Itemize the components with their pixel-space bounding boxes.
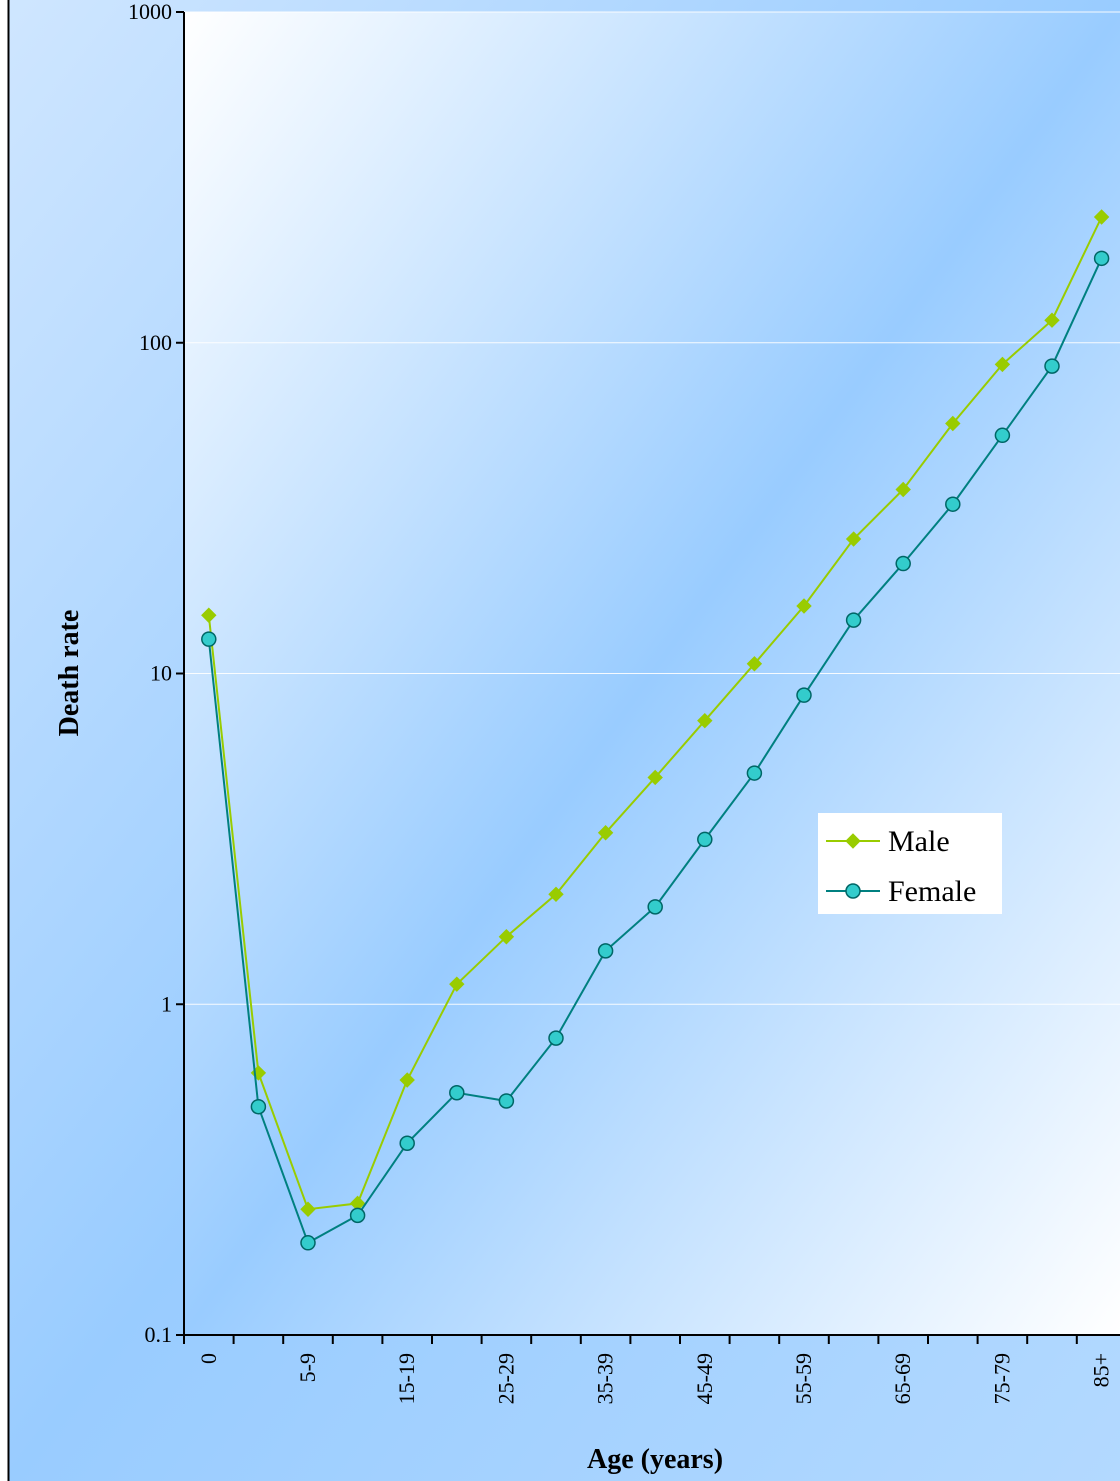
series-layer	[201, 209, 1110, 1251]
x-tick-label: 15-19	[394, 1353, 419, 1404]
legend-male-label: Male	[888, 825, 950, 858]
x-axis-title: Age (years)	[587, 1444, 723, 1475]
data-point-male	[1093, 209, 1110, 225]
data-point-female	[201, 631, 217, 647]
data-point-female	[250, 1098, 267, 1115]
x-tick-label: 45-49	[692, 1353, 717, 1404]
axes	[176, 11, 1120, 1344]
data-point-male	[597, 825, 614, 841]
series-female	[201, 250, 1110, 1251]
data-point-female	[1093, 250, 1110, 267]
data-point-female	[1044, 358, 1060, 374]
data-point-female	[647, 899, 663, 915]
legend-female-label: Female	[888, 875, 976, 908]
legend-item-male: Male	[826, 825, 950, 858]
series-male	[201, 209, 1110, 1217]
data-point-male	[845, 531, 862, 547]
data-point-male	[647, 769, 663, 786]
x-tick-label: 25-29	[493, 1353, 518, 1404]
data-point-male	[201, 607, 217, 623]
y-tick-label: 10	[150, 661, 172, 686]
data-point-female	[449, 1085, 465, 1101]
data-point-male	[1044, 312, 1060, 328]
data-point-male	[697, 712, 713, 729]
y-tick-labels: 0.1 1 10 100 1000	[128, 0, 172, 1347]
data-point-female	[399, 1135, 415, 1151]
legend-item-female: Female	[826, 875, 976, 908]
x-tick-label: 85+	[1089, 1353, 1114, 1387]
data-point-male	[746, 656, 763, 672]
data-point-female	[597, 943, 614, 959]
legend: Male Female	[818, 813, 1002, 914]
gridlines	[184, 11, 1120, 1005]
data-point-female	[300, 1235, 316, 1251]
x-tick-label: 0	[196, 1353, 221, 1364]
legend-female-marker	[845, 883, 861, 899]
x-tick-label: 75-79	[989, 1353, 1014, 1404]
y-tick-label: 100	[139, 330, 172, 355]
data-point-female	[845, 612, 862, 628]
x-tick-label: 35-39	[593, 1353, 618, 1404]
data-point-male	[399, 1072, 415, 1088]
data-point-female	[994, 427, 1011, 444]
x-tick-label: 65-69	[890, 1353, 915, 1404]
x-tick-label: 5-9	[295, 1353, 320, 1382]
legend-male-marker	[845, 833, 861, 849]
y-tick-label: 1000	[128, 0, 172, 24]
data-point-male	[945, 415, 961, 432]
data-point-female	[548, 1030, 564, 1046]
y-tick-label: 1	[161, 991, 172, 1016]
data-point-female	[746, 765, 763, 781]
y-tick-label: 0.1	[145, 1322, 173, 1347]
data-point-male	[498, 929, 515, 945]
data-point-male	[548, 886, 564, 903]
data-point-male	[895, 481, 911, 498]
x-tick-label: 55-59	[791, 1353, 816, 1404]
data-point-female	[796, 687, 812, 703]
data-point-male	[994, 356, 1011, 373]
data-point-female	[697, 831, 713, 848]
data-point-female	[945, 496, 961, 512]
data-point-male	[300, 1201, 316, 1217]
data-point-female	[349, 1207, 366, 1224]
data-point-female	[895, 555, 911, 572]
data-point-female	[498, 1093, 515, 1109]
x-tick-labels: 0 5-9 15-19 25-29 35-39 45-49 55-59 65-69 75-79 8…	[196, 1353, 1114, 1404]
data-point-male	[449, 976, 465, 992]
y-axis-title: Death rate	[54, 610, 85, 737]
data-point-male	[796, 598, 812, 614]
